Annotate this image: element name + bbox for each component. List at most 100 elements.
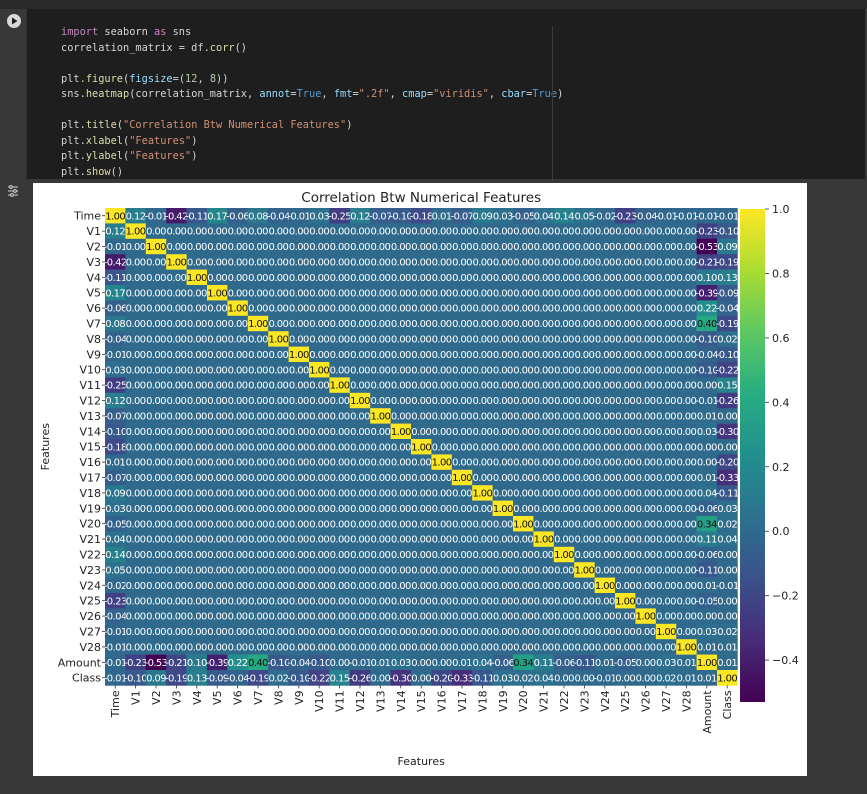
heatmap-cell: 0.00 (207, 300, 228, 317)
heatmap-cell: 0.00 (268, 516, 289, 532)
heatmap-cell: 0.00 (288, 516, 310, 532)
svg-text:0.00: 0.00 (207, 381, 227, 392)
svg-text:0.00: 0.00 (309, 381, 329, 392)
svg-text:0.00: 0.00 (595, 396, 615, 407)
svg-text:-0.10: -0.10 (716, 227, 739, 238)
svg-text:0.00: 0.00 (411, 242, 431, 253)
svg-text:0.34: 0.34 (513, 658, 533, 669)
svg-text:0.00: 0.00 (126, 412, 146, 423)
heatmap-cell: 0.00 (227, 546, 248, 563)
heatmap-cell: 0.00 (574, 346, 595, 363)
svg-text:0.00: 0.00 (248, 489, 268, 500)
heatmap-cell: 0.00 (472, 238, 493, 255)
heatmap-cell: -0.19 (247, 670, 270, 686)
heatmap-cell: 0.00 (574, 392, 595, 409)
svg-text:0.00: 0.00 (330, 335, 350, 346)
code-cell[interactable]: import seaborn as sns correlation_matrix… (26, 9, 865, 186)
svg-text:-0.19: -0.19 (165, 673, 188, 684)
svg-text:0.01: 0.01 (697, 581, 717, 592)
svg-text:0.00: 0.00 (656, 273, 676, 284)
svg-text:0.00: 0.00 (391, 581, 411, 592)
heatmap-cell: 0.00 (553, 439, 575, 455)
svg-text:0.00: 0.00 (574, 535, 594, 546)
heatmap-cell: 0.00 (655, 346, 677, 363)
heatmap-cell: 1.00 (309, 362, 330, 378)
run-cell-button[interactable] (7, 14, 21, 28)
svg-text:0.00: 0.00 (289, 242, 309, 253)
svg-text:0.01: 0.01 (717, 643, 737, 654)
heatmap-cell: 0.00 (390, 531, 412, 548)
heatmap-cell: 0.00 (533, 577, 554, 594)
svg-text:0.00: 0.00 (595, 519, 615, 530)
heatmap-cell: 0.00 (676, 269, 697, 286)
heatmap-cell: 0.00 (411, 238, 432, 255)
svg-text:0.00: 0.00 (534, 442, 554, 453)
svg-text:0.00: 0.00 (574, 581, 594, 592)
svg-text:0.00: 0.00 (289, 412, 309, 423)
svg-text:0.00: 0.00 (248, 396, 268, 407)
svg-text:0.00: 0.00 (289, 627, 309, 638)
heatmap-cell: 0.00 (696, 377, 718, 394)
svg-text:0.00: 0.00 (615, 627, 635, 638)
svg-text:0.00: 0.00 (472, 412, 492, 423)
svg-text:1.00: 1.00 (534, 535, 554, 546)
heatmap-cell: 0.00 (247, 639, 269, 655)
heatmap-cell: 0.00 (329, 269, 350, 286)
svg-text:0.00: 0.00 (309, 427, 329, 438)
svg-text:0.00: 0.00 (268, 458, 288, 469)
heatmap-cell: 0.00 (268, 485, 289, 501)
svg-text:0.00: 0.00 (574, 458, 594, 469)
svg-text:0.00: 0.00 (411, 581, 431, 592)
heatmap-cell: 0.00 (125, 392, 146, 409)
svg-text:0.00: 0.00 (411, 319, 431, 330)
heatmap-cell: 0.00 (268, 223, 289, 240)
svg-text:0.00: 0.00 (350, 643, 370, 654)
heatmap-cell: 0.00 (411, 593, 432, 609)
svg-text:-0.04: -0.04 (267, 211, 290, 222)
heatmap-cell: 0.00 (431, 516, 452, 532)
heatmap-cell: 0.00 (390, 346, 412, 363)
heatmap-cell: -0.11 (716, 485, 739, 501)
heatmap-cell: 0.00 (574, 608, 595, 625)
svg-text:0.00: 0.00 (228, 519, 248, 530)
heatmap-cell: 0.00 (676, 531, 697, 548)
svg-text:0.00: 0.00 (370, 273, 390, 284)
svg-text:0.00: 0.00 (595, 381, 615, 392)
code-editor[interactable]: import seaborn as sns correlation_matrix… (61, 25, 563, 180)
svg-text:0.00: 0.00 (554, 519, 574, 530)
svg-text:0.00: 0.00 (309, 412, 329, 423)
svg-text:1.00: 1.00 (676, 643, 696, 654)
svg-text:-0.05: -0.05 (614, 658, 637, 669)
heatmap-cell: 0.00 (655, 285, 677, 301)
svg-text:0.00: 0.00 (207, 442, 227, 453)
heatmap-cell: 0.00 (370, 531, 391, 548)
heatmap-cell: 0.00 (594, 423, 616, 440)
heatmap-cell: 0.00 (472, 593, 493, 609)
svg-text:0.00: 0.00 (411, 489, 431, 500)
heatmap-cell: 0.00 (227, 500, 248, 517)
svg-text:0.00: 0.00 (391, 627, 411, 638)
heatmap-cell: 0.22 (696, 300, 718, 317)
svg-text:0.00: 0.00 (391, 473, 411, 484)
heatmap-cell: 0.00 (574, 469, 595, 486)
heatmap-cell: 0.00 (370, 639, 391, 655)
svg-text:0.00: 0.00 (350, 535, 370, 546)
heatmap-cell: 0.00 (451, 346, 473, 363)
svg-text:0.00: 0.00 (534, 412, 554, 423)
heatmap-cell: 0.00 (309, 254, 330, 270)
svg-text:0.00: 0.00 (554, 673, 574, 684)
heatmap-cell: 0.00 (472, 315, 493, 332)
heatmap-cell: 0.00 (309, 454, 330, 471)
svg-text:0.00: 0.00 (146, 412, 166, 423)
heatmap-cell: 0.03 (492, 670, 514, 686)
svg-text:0.00: 0.00 (411, 365, 431, 376)
heatmap-cell: 0.00 (472, 269, 493, 286)
heatmap-cell: 1.00 (349, 392, 371, 409)
svg-text:0.00: 0.00 (391, 319, 411, 330)
svg-text:0.00: 0.00 (166, 596, 186, 607)
svg-text:0.00: 0.00 (676, 596, 696, 607)
heatmap-cell: 0.00 (676, 254, 697, 270)
svg-text:-0.23: -0.23 (695, 227, 718, 238)
svg-text:0.00: 0.00 (656, 612, 676, 623)
output-settings-icon[interactable] (6, 183, 20, 198)
